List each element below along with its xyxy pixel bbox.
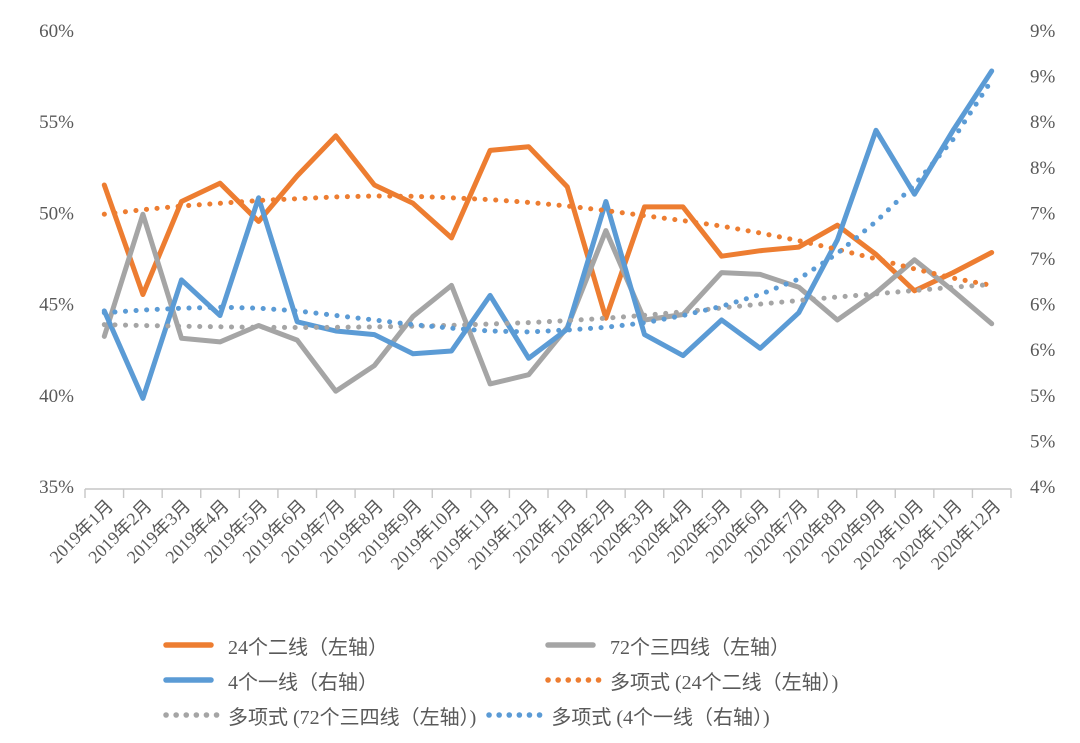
legend-label: 多项式 (24个二线（左轴）): [610, 671, 839, 694]
left-axis-tick-label: 45%: [39, 295, 74, 316]
right-axis-tick-label: 8%: [1030, 112, 1056, 133]
poly-tier1-4-line: [101, 77, 995, 335]
left-axis-tick-label: 60%: [39, 21, 74, 42]
right-axis-tick-label: 6%: [1030, 295, 1056, 316]
right-axis-tick-label: 9%: [1030, 67, 1056, 88]
legend-swatch-tier1-4-solid-line-icon: [163, 677, 214, 683]
chart-legend: 24个二线（左轴） 72个三四线（左轴） 4个一线（右轴） 多项式 (24个二线（左轴…: [163, 631, 1063, 729]
legend-swatch-tier34-72-solid-line-icon: [545, 642, 596, 648]
legend-swatch-poly-tier1-4-dotted-line-icon: [486, 712, 545, 718]
legend-label: 多项式 (72个三四线（左轴）): [228, 706, 477, 729]
legend-swatch-poly-second-tier-24-dotted-line-icon: [545, 677, 603, 683]
line-chart: 60% 55% 50% 45% 40% 35% 9% 9% 8% 8% 7% 7% 6% 6% 5% 5% 4%…: [39, 21, 1056, 573]
left-axis-tick-label: 50%: [39, 203, 74, 224]
legend-label: 24个二线（左轴）: [228, 636, 388, 659]
right-axis-tick-label: 9%: [1030, 21, 1056, 42]
legend-item-poly-tier34-72[interactable]: 多项式 (72个三四线（左轴）): [163, 701, 476, 730]
right-axis-tick-label: 5%: [1030, 431, 1056, 452]
right-axis-tick-label: 4%: [1030, 477, 1056, 498]
left-axis-tick-label: 35%: [39, 477, 74, 498]
second-tier-24-line: [101, 133, 995, 321]
right-axis-tick-label: 8%: [1030, 158, 1056, 179]
tier1-4-line: [101, 68, 995, 401]
legend-item-tier34-72[interactable]: 72个三四线（左轴）: [545, 631, 790, 660]
legend-label: 72个三四线（左轴）: [610, 636, 790, 659]
legend-swatch-second-tier-24-solid-line-icon: [163, 642, 214, 648]
legend-row: 24个二线（左轴） 72个三四线（左轴）: [163, 631, 1063, 659]
legend-swatch-poly-tier34-72-dotted-line-icon: [163, 712, 221, 718]
right-axis-tick-label: 7%: [1030, 203, 1056, 224]
right-axis-tick-label: 7%: [1030, 249, 1056, 270]
legend-label: 4个一线（右轴）: [228, 671, 378, 694]
legend-item-second-tier-24[interactable]: 24个二线（左轴）: [163, 631, 535, 660]
legend-item-poly-tier1-4[interactable]: 多项式 (4个一线（右轴）): [486, 701, 770, 730]
right-axis-tick-label: 6%: [1030, 340, 1056, 361]
poly-tier34-72-line: [101, 281, 995, 330]
legend-item-poly-second-tier-24[interactable]: 多项式 (24个二线（左轴）): [545, 666, 838, 695]
left-axis-tick-label: 40%: [39, 386, 74, 407]
legend-item-tier1-4[interactable]: 4个一线（右轴）: [163, 666, 535, 695]
legend-label: 多项式 (4个一线（右轴）): [551, 706, 770, 729]
legend-row: 多项式 (72个三四线（左轴）) 多项式 (4个一线（右轴）): [163, 701, 1063, 729]
poly-second-tier-24-line: [101, 193, 995, 288]
left-axis-tick-label: 55%: [39, 112, 74, 133]
right-axis-tick-label: 5%: [1030, 386, 1056, 407]
legend-row: 4个一线（右轴） 多项式 (24个二线（左轴）): [163, 666, 1063, 694]
